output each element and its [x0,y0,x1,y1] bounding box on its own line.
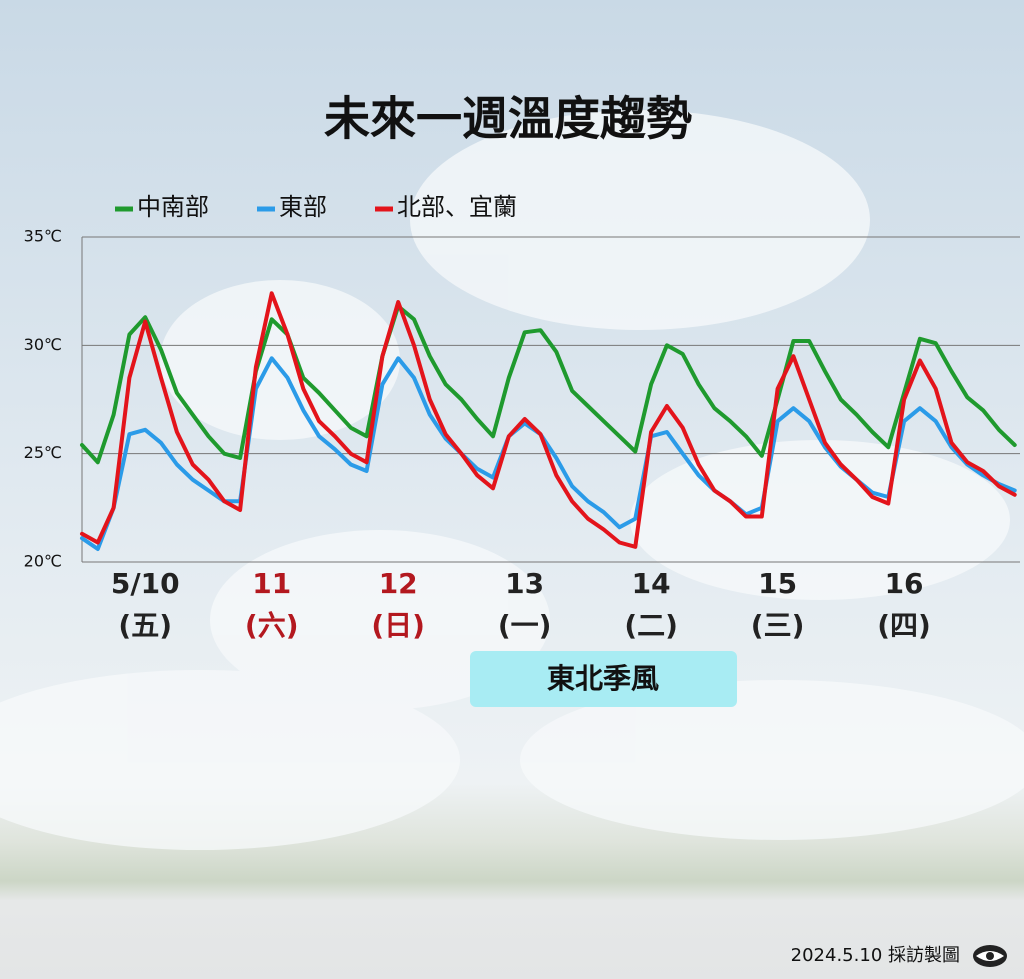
series-line [80,291,1017,549]
x-tick-label: 12 [379,567,418,600]
legend-label: 中南部 [137,193,209,221]
x-tick-sublabel: (二) [624,609,678,642]
legend-label: 東部 [279,193,327,221]
x-tick-label: 5/10 [111,567,180,600]
credit: 2024.5.10 採訪製圖 [791,945,960,966]
legend-label: 北部、宜蘭 [397,193,517,221]
y-tick-label: 30℃ [24,335,62,354]
x-tick-label: 11 [252,567,291,600]
logo [973,945,1007,967]
x-tick-sublabel: (六) [245,609,299,642]
x-tick-sublabel: (五) [118,609,172,642]
y-tick-label: 20℃ [24,552,62,571]
x-tick-sublabel: (日) [371,609,425,642]
chart-title: 未來一週溫度趨勢 [324,92,692,146]
x-tick-sublabel: (一) [498,609,552,642]
x-tick-label: 13 [505,567,544,600]
annotation-box [470,651,737,707]
y-tick-label: 35℃ [24,227,62,246]
annotation: 東北季風 [547,662,659,695]
x-tick-label: 15 [758,567,797,600]
x-tick-sublabel: (三) [751,609,805,642]
x-tick-label: 16 [885,567,924,600]
x-tick-sublabel: (四) [877,609,931,642]
clouds [0,110,1024,850]
y-tick-label: 25℃ [24,443,62,462]
series-line [80,304,1017,465]
x-tick-label: 14 [632,567,671,600]
